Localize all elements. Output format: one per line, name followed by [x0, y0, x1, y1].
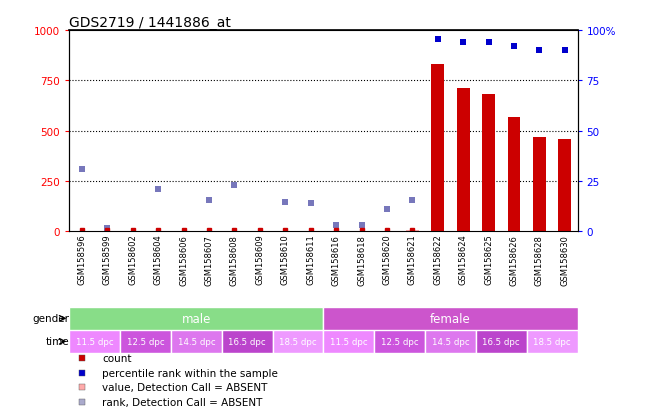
Text: 11.5 dpc: 11.5 dpc	[76, 337, 114, 346]
Text: 12.5 dpc: 12.5 dpc	[127, 337, 164, 346]
Text: GSM158621: GSM158621	[408, 234, 417, 285]
Text: female: female	[430, 312, 471, 325]
Text: GSM158628: GSM158628	[535, 234, 544, 285]
Bar	[69, 330, 120, 353]
Bar	[120, 330, 171, 353]
Bar	[406, 231, 418, 232]
Bar	[457, 89, 469, 232]
Text: 12.5 dpc: 12.5 dpc	[381, 337, 418, 346]
Text: 16.5 dpc: 16.5 dpc	[228, 337, 266, 346]
Bar	[374, 330, 425, 353]
Bar	[69, 307, 323, 330]
Bar	[482, 95, 495, 232]
Text: GSM158602: GSM158602	[128, 234, 137, 285]
Text: male: male	[182, 312, 211, 325]
Text: percentile rank within the sample: percentile rank within the sample	[102, 368, 279, 378]
Text: value, Detection Call = ABSENT: value, Detection Call = ABSENT	[102, 382, 268, 392]
Text: GSM158610: GSM158610	[280, 234, 290, 285]
Text: GSM158611: GSM158611	[306, 234, 315, 285]
Text: 16.5 dpc: 16.5 dpc	[482, 337, 520, 346]
Bar	[222, 330, 273, 353]
Text: GSM158604: GSM158604	[154, 234, 163, 285]
Bar	[432, 65, 444, 232]
Text: 18.5 dpc: 18.5 dpc	[533, 337, 571, 346]
Text: GSM158624: GSM158624	[459, 234, 468, 285]
Text: count: count	[102, 354, 132, 363]
Text: 14.5 dpc: 14.5 dpc	[178, 337, 215, 346]
Text: GSM158625: GSM158625	[484, 234, 493, 285]
Text: gender: gender	[32, 313, 69, 323]
Bar	[558, 140, 571, 232]
Text: GSM158618: GSM158618	[357, 234, 366, 285]
Text: 18.5 dpc: 18.5 dpc	[279, 337, 317, 346]
Text: GSM158630: GSM158630	[560, 234, 570, 285]
Bar	[476, 330, 527, 353]
Text: GSM158606: GSM158606	[179, 234, 188, 285]
Text: GSM158620: GSM158620	[382, 234, 391, 285]
Text: GSM158599: GSM158599	[103, 234, 112, 285]
Text: GSM158607: GSM158607	[205, 234, 214, 285]
Bar	[425, 330, 476, 353]
Text: GSM158626: GSM158626	[510, 234, 519, 285]
Text: GSM158609: GSM158609	[255, 234, 265, 285]
Text: GDS2719 / 1441886_at: GDS2719 / 1441886_at	[69, 16, 231, 30]
Bar	[527, 330, 578, 353]
Bar	[508, 117, 520, 232]
Text: time: time	[46, 337, 69, 347]
Text: GSM158616: GSM158616	[331, 234, 341, 285]
Text: 14.5 dpc: 14.5 dpc	[432, 337, 469, 346]
Text: GSM158596: GSM158596	[77, 234, 86, 285]
Bar	[273, 330, 323, 353]
Bar	[171, 330, 222, 353]
Text: GSM158622: GSM158622	[433, 234, 442, 285]
Text: GSM158608: GSM158608	[230, 234, 239, 285]
Bar	[533, 138, 546, 232]
Bar	[323, 330, 374, 353]
Bar	[323, 307, 578, 330]
Text: rank, Detection Call = ABSENT: rank, Detection Call = ABSENT	[102, 397, 263, 407]
Text: 11.5 dpc: 11.5 dpc	[330, 337, 368, 346]
